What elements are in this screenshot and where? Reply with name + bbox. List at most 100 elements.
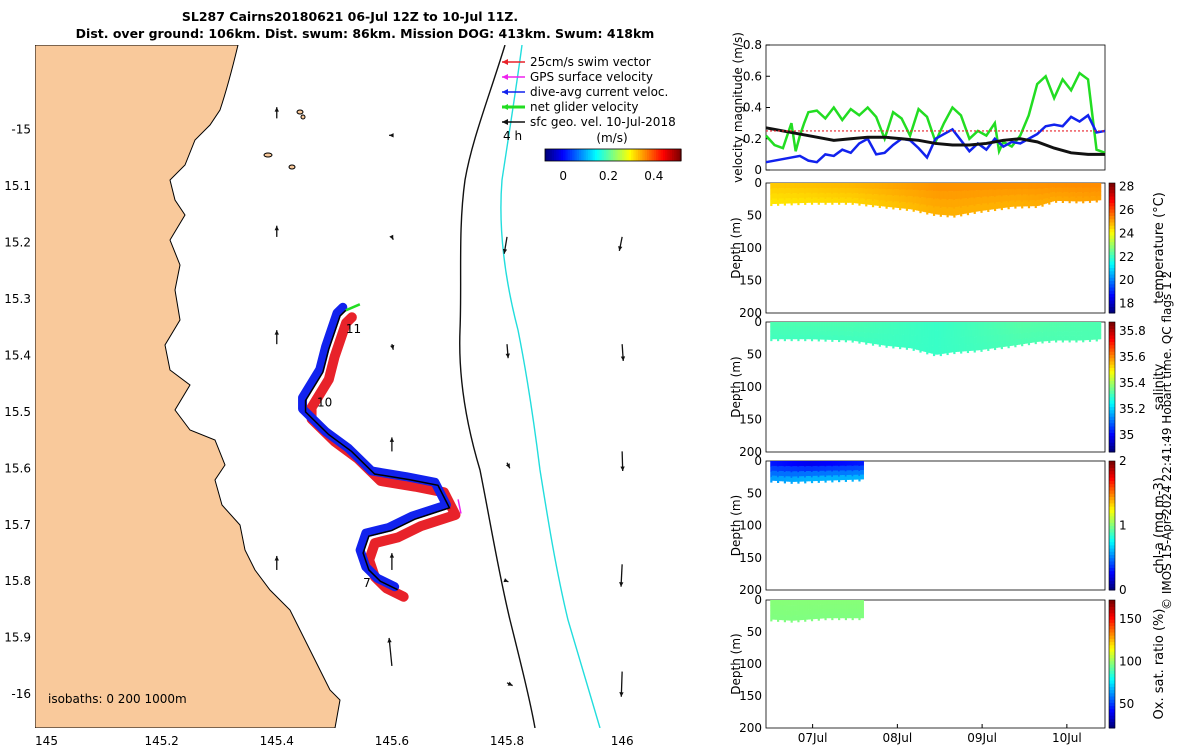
colorbar-tick-label: 0.2 bbox=[599, 169, 618, 183]
temperature-section-cell bbox=[853, 192, 856, 199]
temperature-section-cell bbox=[897, 195, 900, 202]
temperature-section-cell bbox=[853, 197, 856, 204]
temperature-section-cell bbox=[875, 199, 878, 206]
oxygen-section-colorbar-swatch bbox=[1109, 651, 1115, 655]
chl-a-section-cell bbox=[793, 476, 797, 482]
oxygen-section-cell bbox=[787, 605, 790, 611]
temperature-section-cell bbox=[956, 206, 959, 216]
salinity-section-cell bbox=[1066, 335, 1070, 341]
salinity-section-cell bbox=[971, 343, 975, 351]
temperature-section-cell bbox=[1093, 183, 1097, 188]
oxygen-section-cell bbox=[854, 613, 858, 619]
temperature-section-cell bbox=[826, 183, 829, 189]
temperature-section-cell bbox=[780, 198, 783, 204]
temperature-section-cell bbox=[1066, 191, 1070, 197]
salinity-section-cell bbox=[1039, 336, 1042, 342]
salinity-section-cell bbox=[834, 326, 837, 332]
oxygen-section-colorbar-swatch bbox=[1109, 628, 1115, 633]
oxygen-section-cell bbox=[843, 608, 846, 614]
chl-a-section-cell bbox=[841, 465, 844, 471]
salinity-section-cell bbox=[783, 336, 786, 342]
temperature-section-cell bbox=[824, 199, 827, 205]
salinity-section-cell bbox=[982, 322, 985, 330]
salinity-section-cell bbox=[807, 334, 810, 340]
salinity-section-cell bbox=[912, 336, 915, 344]
salinity-section-cell bbox=[1061, 322, 1064, 328]
temperature-section-cell bbox=[893, 189, 897, 196]
temperature-section-cell bbox=[1054, 192, 1058, 198]
map-y-tick-label: 15.9 bbox=[4, 631, 31, 645]
salinity-section-cell bbox=[1082, 336, 1085, 343]
salinity-section-cell bbox=[912, 343, 915, 351]
salinity-section-cell bbox=[871, 322, 875, 329]
chl-a-section-cell bbox=[858, 471, 861, 477]
salinity-section-cell bbox=[787, 334, 790, 340]
salinity-section-colorbar-swatch bbox=[1109, 357, 1115, 362]
oxygen-section-cell bbox=[832, 613, 836, 619]
salinity-section-cell bbox=[1024, 338, 1027, 344]
chl-a-section-cell bbox=[770, 471, 773, 478]
temperature-section-cell bbox=[861, 198, 864, 205]
salinity-section-cell bbox=[863, 327, 866, 333]
chl-a-section-cell bbox=[821, 470, 824, 476]
oxygen-section-cell bbox=[843, 600, 846, 605]
salinity-section-cell bbox=[782, 322, 785, 327]
salinity-section-cell bbox=[860, 322, 863, 328]
map-y-tick-label: 15.4 bbox=[4, 348, 31, 362]
salinity-section-cell bbox=[1027, 333, 1031, 340]
salinity-section-colorbar-swatch bbox=[1109, 322, 1115, 326]
oxygen-section-colorbar-swatch bbox=[1109, 603, 1115, 607]
temperature-section-cell bbox=[1014, 201, 1017, 209]
salinity-section-cell bbox=[931, 329, 934, 339]
temperature-section-cell bbox=[780, 183, 783, 189]
temperature-section-cell bbox=[1060, 196, 1063, 202]
salinity-section-cell bbox=[1009, 333, 1012, 341]
temperature-section-cell bbox=[848, 187, 851, 194]
chl-a-section-colorbar-swatch bbox=[1109, 583, 1115, 588]
salinity-section-cell bbox=[875, 327, 878, 334]
salinity-section-cell bbox=[865, 322, 868, 328]
temperature-section-cell bbox=[882, 194, 885, 201]
temperature-section-cell bbox=[856, 183, 859, 189]
temperature-section-cell bbox=[922, 190, 925, 198]
salinity-section-cell bbox=[880, 327, 883, 334]
chl-a-section-colorbar-swatch bbox=[1109, 528, 1115, 533]
salinity-section-cell bbox=[983, 322, 987, 330]
legend-note: 4 h bbox=[503, 129, 522, 143]
salinity-section-cell bbox=[838, 331, 841, 338]
oxygen-section-cell bbox=[844, 609, 848, 616]
chl-a-section-cell bbox=[793, 466, 797, 472]
salinity-section-cell bbox=[953, 322, 956, 331]
salinity-section-cell bbox=[1024, 332, 1027, 339]
temperature-section-cell bbox=[807, 183, 810, 189]
salinity-section-cell bbox=[1048, 332, 1051, 338]
salinity-section-cell bbox=[953, 329, 956, 339]
colorbar-swatch bbox=[665, 149, 668, 161]
salinity-section-cell bbox=[880, 339, 883, 346]
salinity-section-colorbar-swatch bbox=[1109, 439, 1115, 443]
chl-a-section-cell bbox=[780, 475, 783, 482]
oxygen-section-cell bbox=[851, 609, 854, 616]
map-x-tick-label: 145.8 bbox=[490, 734, 524, 748]
temperature-section-colorbar-swatch bbox=[1109, 287, 1115, 291]
temperature-section-colorbar-tick-label: 24 bbox=[1119, 226, 1134, 240]
salinity-section-cell bbox=[1017, 327, 1020, 334]
temperature-section-cell bbox=[973, 190, 976, 199]
oxygen-section-cell bbox=[810, 610, 814, 616]
chl-a-section-colorbar-swatch bbox=[1109, 473, 1115, 478]
temperature-section-cell bbox=[916, 183, 919, 191]
chl-a-section-cell bbox=[773, 475, 776, 481]
salinity-section-cell bbox=[812, 334, 815, 340]
salinity-section-cell bbox=[1012, 339, 1015, 346]
salinity-section-cell bbox=[895, 340, 898, 347]
temperature-section-cell bbox=[1092, 187, 1095, 193]
salinity-section-colorbar-swatch bbox=[1109, 413, 1115, 417]
salinity-section-colorbar-swatch bbox=[1109, 396, 1115, 401]
oxygen-section-cell bbox=[802, 609, 805, 616]
salinity-section-cell bbox=[1022, 322, 1025, 328]
chl-a-section-cell bbox=[821, 465, 824, 472]
salinity-section-cell bbox=[878, 322, 881, 329]
salinity-section-cell bbox=[816, 326, 819, 331]
oxygen-section-cell bbox=[770, 615, 773, 622]
temperature-section-cell bbox=[893, 195, 897, 202]
